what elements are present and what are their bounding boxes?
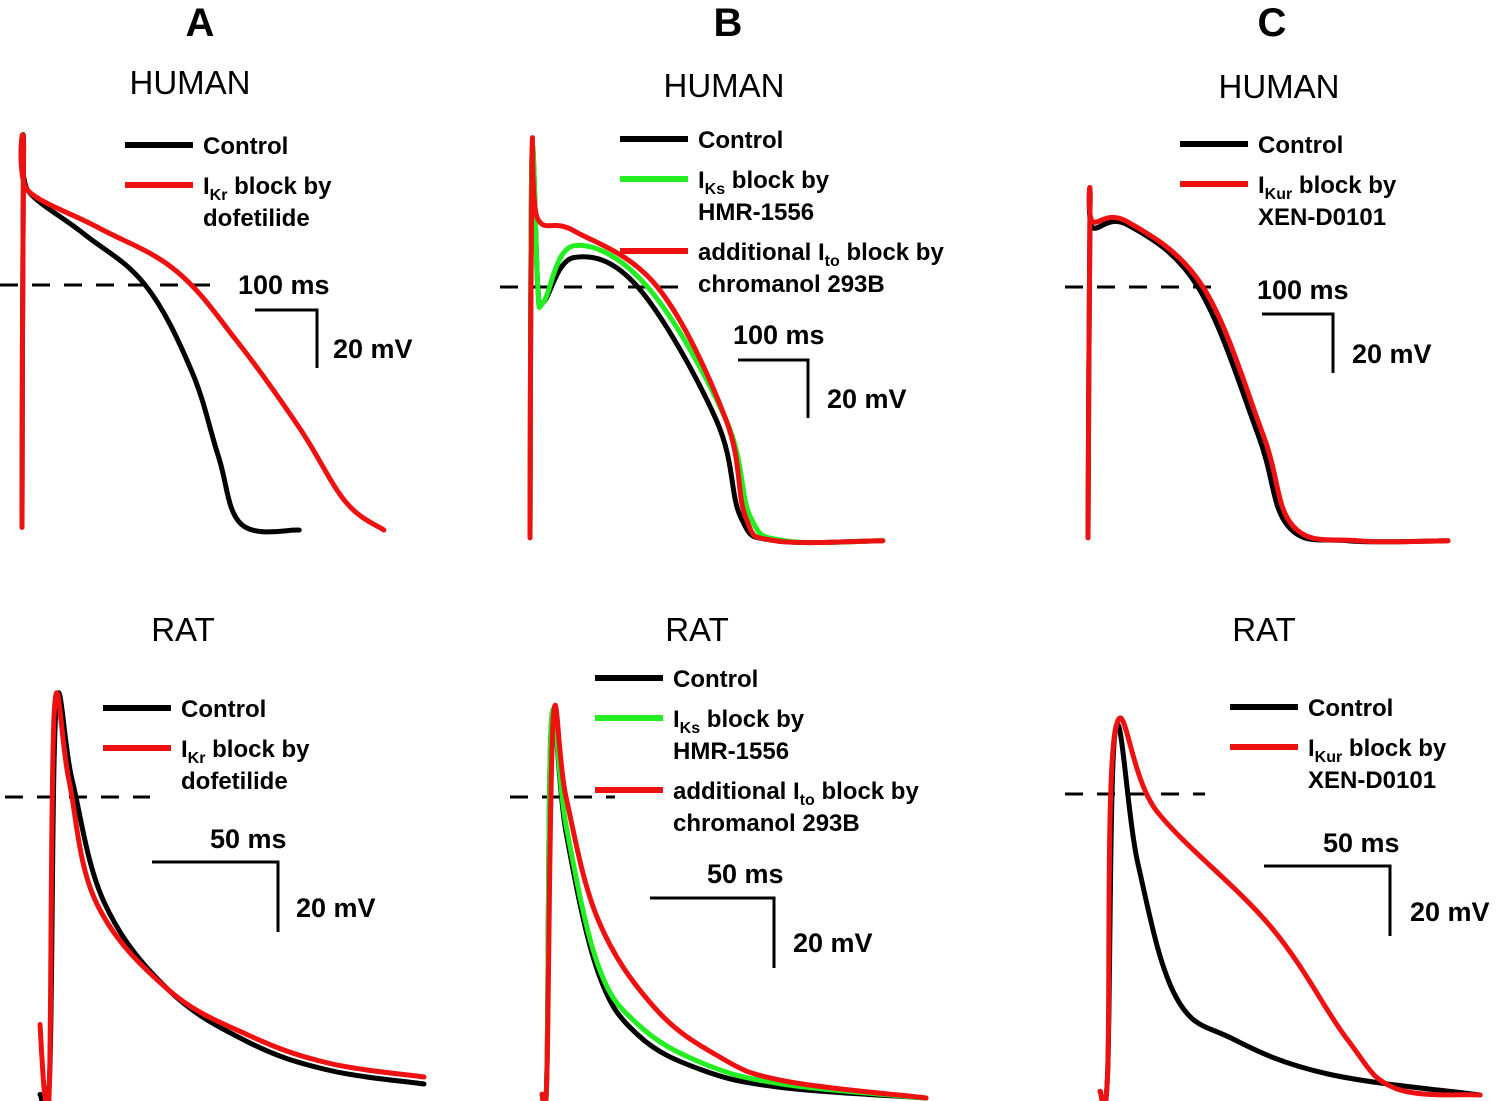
legend-label-line2: HMR-1556 (673, 738, 789, 765)
legend-item-panel1-0: Control (620, 127, 783, 154)
species-label-c-top: HUMAN (1219, 68, 1340, 105)
legend-item-panel4-0: Control (595, 666, 758, 693)
scale-volt-c-bottom: 20 mV (1410, 897, 1490, 927)
legend-label: additional Ito block by (673, 778, 919, 809)
legend-item-panel3-0: Control (103, 696, 266, 723)
scale-volt-a-top: 20 mV (333, 334, 413, 364)
scale-volt-a-bottom: 20 mV (296, 893, 376, 923)
trace-panel5-series1 (1097, 715, 1483, 1101)
panel-letter-a: A (186, 1, 215, 45)
legend-label: IKr block by (203, 173, 332, 204)
legend-label-line2: XEN-D0101 (1258, 204, 1386, 231)
scale-bar-b-top: 100 ms 20 mV (733, 320, 907, 418)
trace-panel0-series1 (18, 132, 387, 533)
legend-label-line2: HMR-1556 (698, 199, 814, 226)
legend-label: IKur block by (1258, 172, 1397, 203)
legend-label-line2: chromanol 293B (673, 810, 860, 837)
scale-time-c-top: 100 ms (1257, 275, 1349, 305)
trace-panel3-series1 (37, 690, 427, 1101)
scale-bar-a-top: 100 ms 20 mV (238, 270, 413, 368)
legend-item-panel5-0: Control (1230, 695, 1393, 722)
legend-label: Control (1308, 695, 1393, 722)
species-label-c-bottom: RAT (1232, 611, 1296, 648)
legend-label-line2: chromanol 293B (698, 271, 885, 298)
scale-time-b-bottom: 50 ms (707, 859, 784, 889)
legend-label: Control (181, 696, 266, 723)
legend-label: IKr block by (181, 736, 310, 767)
legend-label: IKs block by (673, 706, 805, 737)
scale-volt-b-bottom: 20 mV (793, 928, 873, 958)
panel-letter-c: C (1258, 1, 1287, 45)
legend-label-line2: dofetilide (181, 768, 288, 795)
legend-label: additional Ito block by (698, 239, 944, 270)
scale-bar-a-bottom: 50 ms 20 mV (152, 824, 376, 932)
legend-label-line2: dofetilide (203, 205, 310, 232)
legend-item-panel2-0: Control (1180, 132, 1343, 159)
legend-label: IKs block by (698, 167, 830, 198)
trace-panel1-series2 (527, 135, 886, 546)
trace-panel4-series2 (539, 702, 929, 1101)
species-label-a-bottom: RAT (151, 611, 215, 648)
trace-panel4-series1 (539, 706, 929, 1101)
scale-bar-c-bottom: 50 ms 20 mV (1264, 828, 1490, 936)
species-label-b-top: HUMAN (664, 67, 785, 104)
legend-label: Control (673, 666, 758, 693)
scale-bar-c-top: 100 ms 20 mV (1257, 275, 1432, 373)
legend-label: Control (203, 133, 288, 160)
panel-letter-b: B (714, 1, 743, 45)
scale-time-a-bottom: 50 ms (210, 824, 287, 854)
legend-item-panel0-0: Control (125, 133, 288, 160)
legend-label-line2: XEN-D0101 (1308, 767, 1436, 794)
scale-volt-c-top: 20 mV (1352, 339, 1432, 369)
scale-time-a-top: 100 ms (238, 270, 330, 300)
legend-label: Control (698, 127, 783, 154)
legend-label: Control (1258, 132, 1343, 159)
trace-panel2-series1 (1085, 185, 1451, 545)
scale-time-c-bottom: 50 ms (1323, 828, 1400, 858)
scale-bar-b-bottom: 50 ms 20 mV (650, 859, 873, 968)
species-label-b-bottom: RAT (665, 611, 729, 648)
trace-panel4-series0 (539, 707, 929, 1101)
legend-label: IKur block by (1308, 735, 1447, 766)
scale-time-b-top: 100 ms (733, 320, 825, 350)
scale-volt-b-top: 20 mV (827, 384, 907, 414)
species-label-a-top: HUMAN (130, 64, 251, 101)
trace-layer (18, 132, 1483, 1101)
